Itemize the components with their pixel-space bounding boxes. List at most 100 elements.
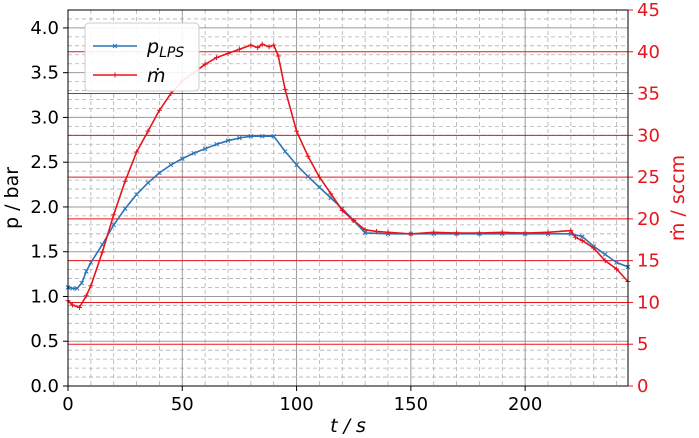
data-point-pressure [271, 133, 277, 139]
data-point-flow [156, 107, 162, 113]
data-point-flow [134, 149, 140, 155]
data-point-flow [294, 128, 300, 134]
data-point-pressure [282, 149, 288, 154]
data-point-pressure [602, 252, 608, 257]
y-right-tick-label: 45 [637, 0, 660, 21]
data-point-pressure [614, 260, 619, 265]
y-left-tick-label: 1.0 [30, 286, 59, 307]
data-point-flow [76, 304, 82, 310]
y-right-tick-label: 20 [637, 209, 660, 230]
data-point-pressure [579, 234, 585, 239]
legend-marker [112, 72, 118, 78]
series-line-flow [67, 43, 629, 309]
data-point-flow [316, 174, 322, 180]
y-right-tick-label: 30 [637, 125, 660, 146]
y-right-tick-label: 15 [637, 251, 660, 272]
data-point-flow [168, 91, 174, 97]
x-axis: 0 50 100 150 200 [62, 386, 542, 415]
data-point-flow [602, 258, 608, 264]
data-point-flow [362, 227, 368, 233]
data-point-flow [431, 229, 437, 235]
data-point-flow [614, 266, 620, 272]
y-left-tick-label: 0.5 [30, 331, 59, 352]
data-point-flow [99, 249, 105, 255]
data-point-pressure [88, 260, 94, 265]
data-point-flow [374, 228, 380, 234]
data-point-flow [499, 229, 505, 235]
data-point-flow [111, 212, 117, 218]
data-point-flow [522, 230, 528, 236]
data-point-flow [568, 228, 574, 234]
series-line-pressure [67, 135, 629, 290]
legend-label: ṁ [147, 65, 166, 87]
data-point-pressure [237, 135, 242, 141]
y-left-tick-label: 3.5 [30, 63, 59, 84]
data-point-pressure [168, 162, 174, 168]
data-point-flow [545, 229, 551, 235]
data-point-pressure [111, 222, 117, 228]
data-point-flow [351, 218, 357, 224]
y-left-tick-label: 4.0 [30, 18, 59, 39]
data-point-flow [385, 229, 391, 235]
data-point-flow [275, 53, 281, 59]
data-point-pressure [157, 170, 162, 176]
y-right-tick-label: 40 [637, 42, 660, 63]
data-point-flow [145, 128, 151, 134]
legend: pLPS ṁ [84, 22, 200, 92]
data-point-flow [266, 44, 272, 50]
data-point-pressure [362, 230, 368, 236]
x-tick-label: 100 [279, 394, 313, 415]
data-point-flow [454, 230, 460, 236]
data-point-flow [214, 55, 220, 61]
data-point-flow [259, 41, 265, 47]
data-point-flow [248, 42, 254, 48]
data-point-flow [305, 153, 311, 159]
legend-marker [112, 43, 118, 49]
data-point-flow [122, 178, 128, 184]
y-right-tick-label: 25 [637, 167, 660, 188]
data-point-pressure [317, 184, 322, 190]
data-point-pressure [122, 206, 128, 212]
data-point-flow [236, 46, 242, 52]
data-point-pressure [248, 133, 254, 139]
x-tick-label: 200 [508, 394, 542, 415]
data-point-pressure [145, 180, 151, 186]
data-point-flow [591, 245, 597, 251]
data-point-flow [339, 208, 345, 214]
data-point-pressure [305, 174, 311, 179]
data-point-flow [88, 283, 94, 289]
data-point-pressure [179, 156, 185, 161]
y-right-tick-label: 5 [637, 334, 648, 355]
data-point-pressure [83, 269, 89, 274]
y-right-tick-label: 35 [637, 84, 660, 105]
series-layer [65, 41, 631, 310]
x-tick-label: 150 [394, 394, 428, 415]
data-point-flow [271, 42, 277, 48]
data-point-flow [476, 230, 482, 236]
data-point-pressure [202, 146, 208, 152]
data-point-pressure [259, 133, 265, 139]
y-left-tick-label: 1.5 [30, 242, 59, 263]
data-point-flow [83, 293, 89, 299]
x-axis-label: t / s [330, 415, 366, 437]
data-point-pressure [191, 150, 197, 156]
data-point-flow [408, 231, 414, 237]
y-left-axis: 0.0 0.5 1.0 1.5 2.0 2.5 3.0 3.5 4.0 [30, 18, 68, 397]
data-point-pressure [214, 141, 219, 147]
legend-label: pLPS [146, 36, 184, 61]
data-point-flow [282, 86, 288, 92]
x-tick-label: 50 [171, 394, 194, 415]
data-point-flow [225, 50, 231, 56]
data-point-flow [579, 238, 585, 244]
data-point-pressure [225, 138, 231, 144]
plot-frame [67, 9, 629, 387]
y-right-axis-label: ṁ / sccm [667, 155, 689, 241]
data-point-flow [202, 61, 208, 67]
y-left-tick-label: 2.5 [30, 152, 59, 173]
y-right-tick-label: 0 [637, 376, 648, 397]
data-point-pressure [70, 286, 75, 291]
data-point-pressure [294, 162, 299, 168]
data-point-pressure [79, 280, 85, 286]
data-point-pressure [74, 286, 80, 291]
